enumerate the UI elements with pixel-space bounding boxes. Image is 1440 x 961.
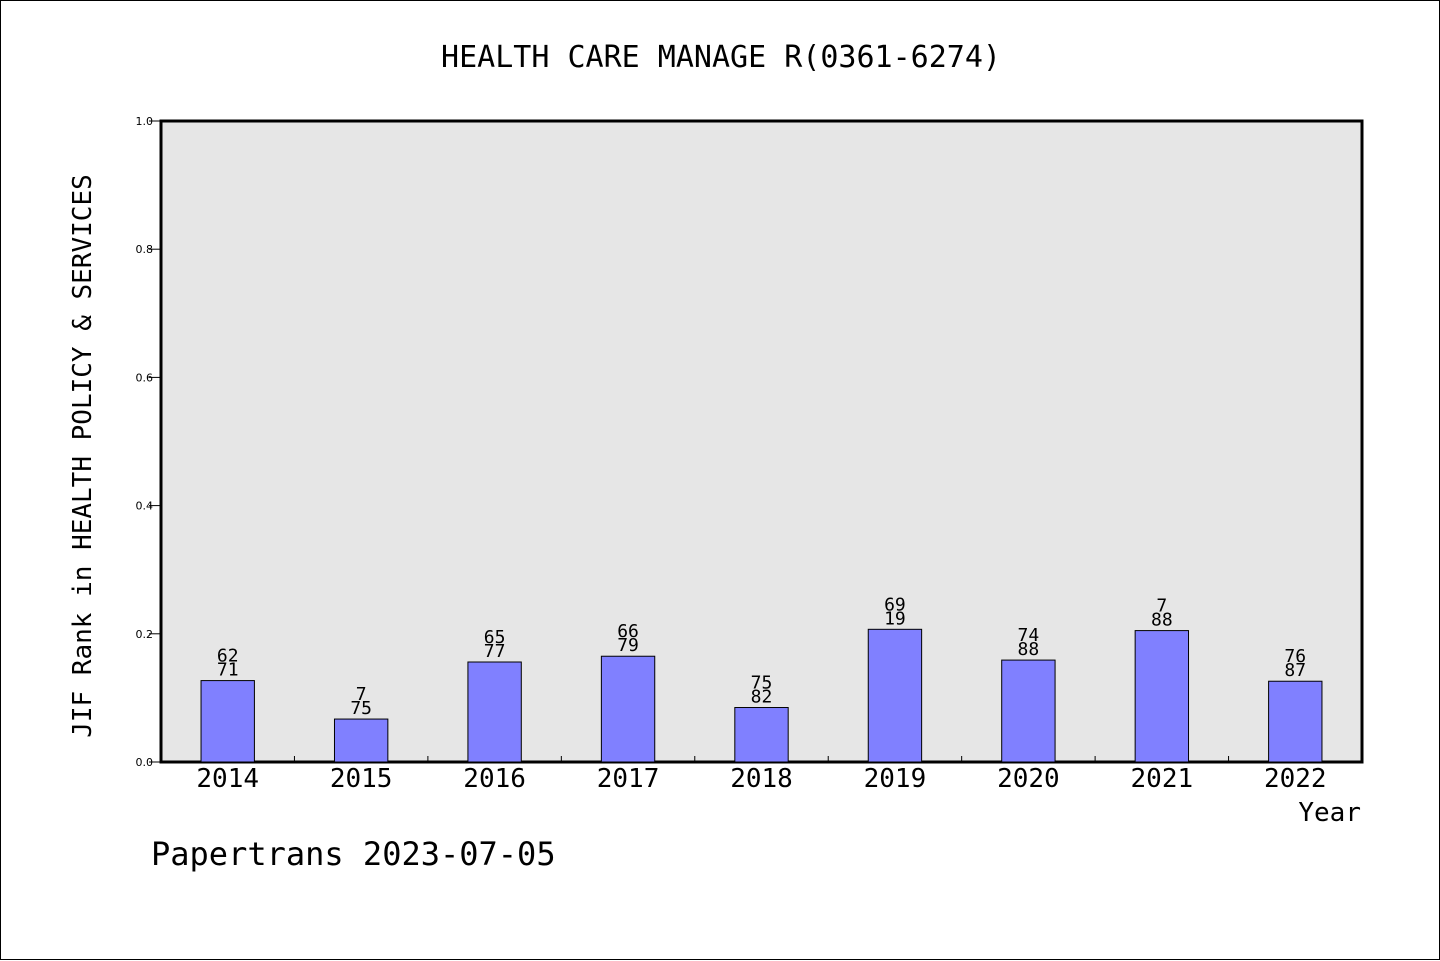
bar-label-bottom: 77: [484, 641, 506, 662]
bar-label-top: 74: [1018, 625, 1040, 646]
bar-label-top: 62: [217, 646, 239, 667]
bar-label-top: 66: [617, 621, 639, 642]
bar: [467, 661, 522, 763]
bar-label-bottom: 75: [350, 698, 372, 719]
x-tick-label: 2015: [330, 764, 393, 794]
bar-label-bottom: 71: [217, 660, 239, 681]
y-tick-label: 0.2: [136, 628, 154, 641]
bar-label-bottom: 82: [751, 687, 773, 708]
bar: [600, 655, 656, 763]
bar: [1001, 659, 1056, 763]
bar-label-bottom: 88: [1151, 610, 1173, 631]
bar-label-top: 65: [484, 627, 506, 648]
y-tick-label: 0.0: [136, 756, 154, 769]
y-axis: 0.0 0.2 0.4 0.6 0.8 1.0: [136, 115, 161, 769]
chart-title: HEALTH CARE MANAGE R(0361-6274): [441, 40, 1001, 75]
bar: [333, 718, 389, 763]
x-tick-label: 2022: [1264, 764, 1327, 794]
footer-watermark: Papertrans 2023-07-05: [151, 835, 556, 873]
x-tick-label: 2014: [196, 764, 259, 794]
bar-label-bottom: 87: [1284, 660, 1306, 681]
x-tick-label: 2018: [730, 764, 793, 794]
x-tick-label: 2017: [597, 764, 660, 794]
y-tick-label: 1.0: [136, 115, 154, 128]
x-tick-label: 2019: [864, 764, 927, 794]
bar-label-top: 7: [356, 684, 367, 705]
bar-label-bottom: 19: [884, 608, 906, 629]
bar-label-bottom: 88: [1018, 639, 1040, 660]
bar-label-bottom: 79: [617, 635, 639, 656]
x-axis-label: Year: [1298, 798, 1361, 828]
y-tick-label: 0.4: [136, 500, 154, 513]
bar: [867, 628, 923, 763]
bar-label-top: 7: [1156, 596, 1167, 617]
bar-label-top: 75: [751, 673, 773, 694]
y-axis-label: JIF Rank in HEALTH POLICY & SERVICES: [68, 174, 98, 738]
bar: [1134, 630, 1190, 763]
x-tick-label: 2016: [463, 764, 526, 794]
x-tick-label: 2021: [1131, 764, 1194, 794]
bar: [200, 680, 255, 763]
y-tick-label: 0.6: [136, 371, 154, 384]
bar-label-top: 69: [884, 594, 906, 615]
bar-label-top: 76: [1284, 646, 1306, 667]
bar: [734, 707, 789, 763]
bar: [1268, 680, 1323, 763]
x-axis: 2014 2015 2016 2017 2018 2019 2020 2021 2022: [196, 756, 1327, 794]
y-tick-label: 0.8: [136, 243, 154, 256]
x-tick-label: 2020: [997, 764, 1060, 794]
